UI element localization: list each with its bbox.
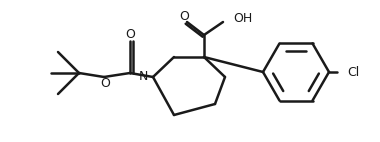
Text: Cl: Cl [347,65,359,79]
Text: O: O [100,77,110,89]
Text: N: N [139,69,148,83]
Text: O: O [125,28,135,40]
Text: O: O [179,10,189,22]
Text: OH: OH [233,12,252,25]
